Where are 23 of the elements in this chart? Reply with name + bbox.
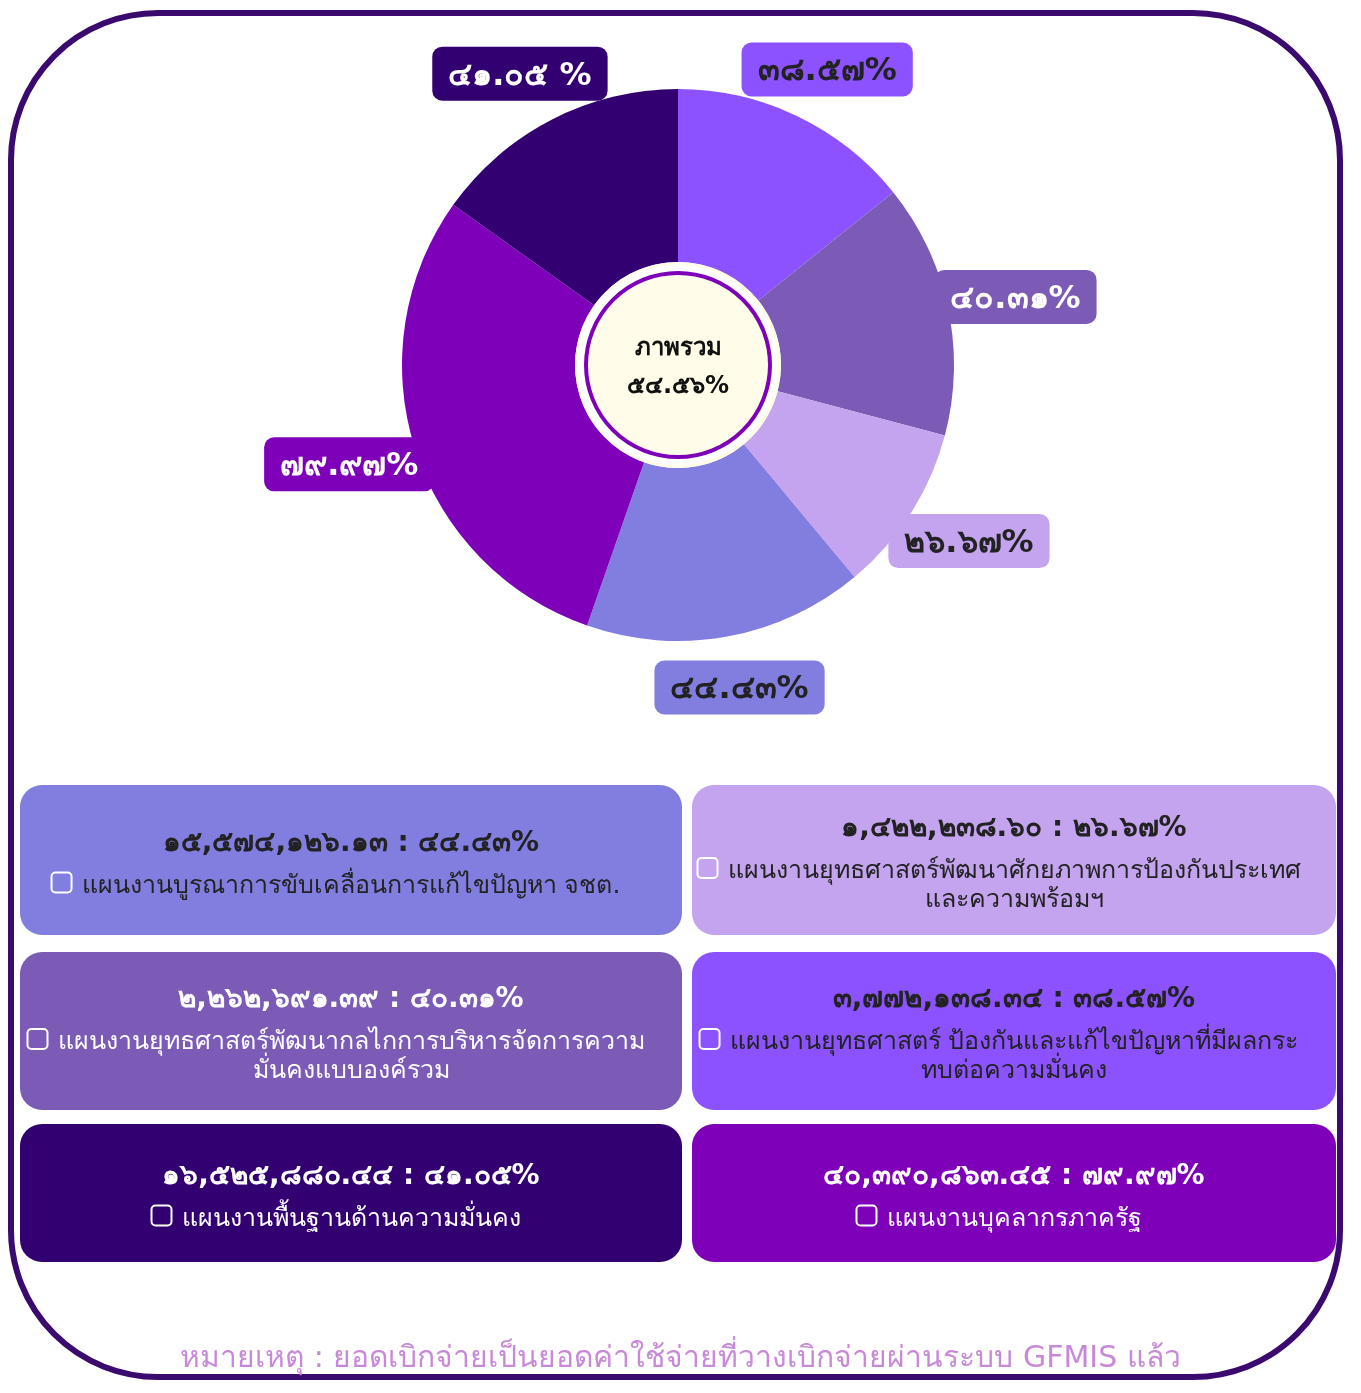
donut-slice: [587, 444, 855, 641]
text: ๓,๗๗๒,๑๓๘.๓๔ : ๓๘.๕๗%: [832, 981, 1196, 1014]
text: หมายเหตุ : ยอดเบิกจ่ายเป็นยอดค่าใช้จ่ายที่วางเบิกจ่ายผ่านระบบ GFMIS แล้ว: [179, 1335, 1182, 1378]
data-label: ๓๘.๕๗%: [757, 50, 897, 89]
legend-label: แผนงานบุคลากรภาครัฐ: [886, 1202, 1142, 1233]
data-label: ๔๑.๐๕ %: [448, 54, 592, 93]
data-label: ๔๔.๔๓%: [670, 668, 809, 707]
donut-slice: [678, 89, 894, 301]
text: ๒,๒๖๒,๖๙๑.๓๙ : ๔๐.๓๑%: [178, 981, 524, 1014]
data-label: ๒๖.๖๗%: [904, 522, 1034, 561]
text: ๔๐,๓๙๐,๘๖๓.๔๕ : ๗๙.๙๗%: [823, 1157, 1205, 1191]
text: ๑๕,๕๗๔,๑๒๖.๑๓ : ๔๔.๔๓%: [162, 824, 540, 858]
data-label: ๔๐.๓๑%: [950, 277, 1081, 316]
text: ๑,๔๒๒,๒๓๘.๖๐ : ๒๖.๖๗%: [841, 810, 1187, 843]
legend-label: แผนงานพื้นฐานด้านความมั่นคง: [181, 1198, 521, 1232]
legend-label: แผนงานยุทธศาสตร์พัฒนาศักยภาพการป้องกันประเทศและความพร้อมฯ: [727, 855, 1301, 913]
legend-label: แผนงานยุทธศาสตร์ ป้องกันและแก้ไขปัญหาที่มีผลกระทบต่อความมั่นคง: [729, 1023, 1299, 1084]
legend-label: แผนงานยุทธศาสตร์พัฒนากลไกการบริหารจัดการความมั่นคงแบบองค์รวม: [57, 1026, 645, 1084]
text: ๕๔.๕๖%: [626, 371, 730, 399]
text: ภาพรวม: [634, 333, 722, 361]
data-label: ๗๙.๙๗%: [280, 445, 419, 484]
text: ๑๖,๕๒๕,๘๘๐.๔๔ : ๔๑.๐๕%: [162, 1157, 540, 1191]
legend-label: แผนงานบูรณาการขับเคลื่อนการแก้ไขปัญหา จชต.: [81, 866, 621, 900]
